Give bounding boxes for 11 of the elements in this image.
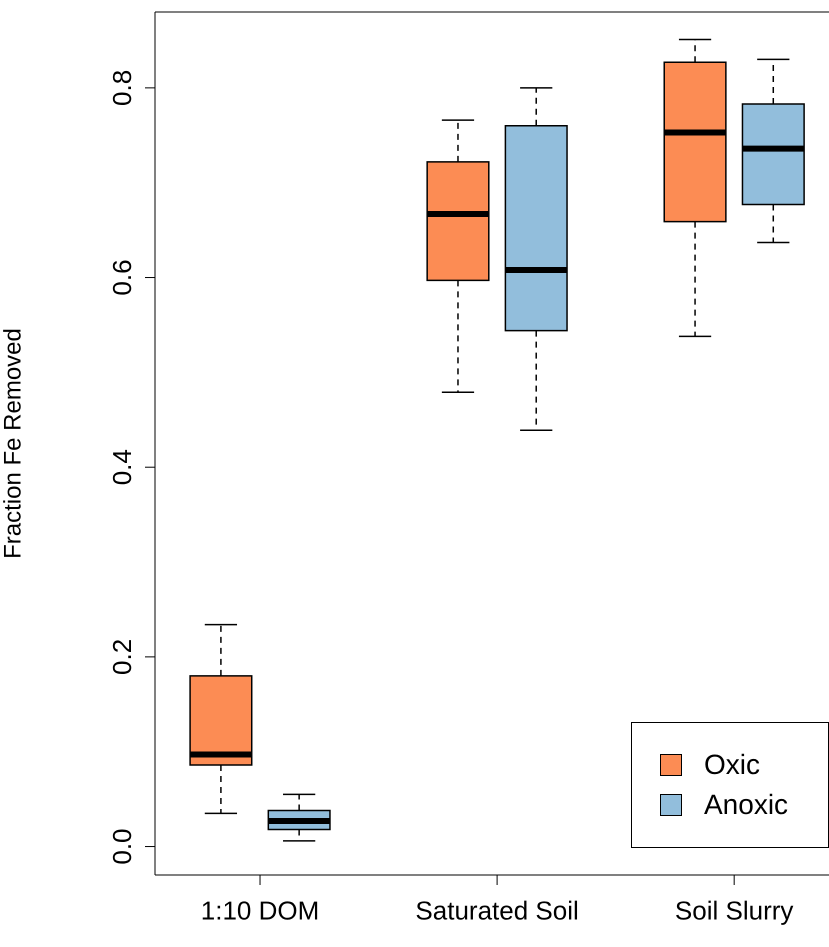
y-axis-title: Fraction Fe Removed [0,328,27,559]
y-tick-label: 0.0 [107,828,137,865]
legend-label: Oxic [704,749,760,781]
y-tick-label: 0.6 [107,259,137,296]
y-tick-label: 0.2 [107,638,137,675]
legend-label: Anoxic [704,789,788,821]
x-tick-label: 1:10 DOM [200,895,320,926]
y-tick-label: 0.4 [107,449,137,486]
y-tick-label: 0.8 [107,70,137,106]
x-tick-label: Saturated Soil [415,895,579,926]
x-tick-label: Soil Slurry [674,895,794,926]
